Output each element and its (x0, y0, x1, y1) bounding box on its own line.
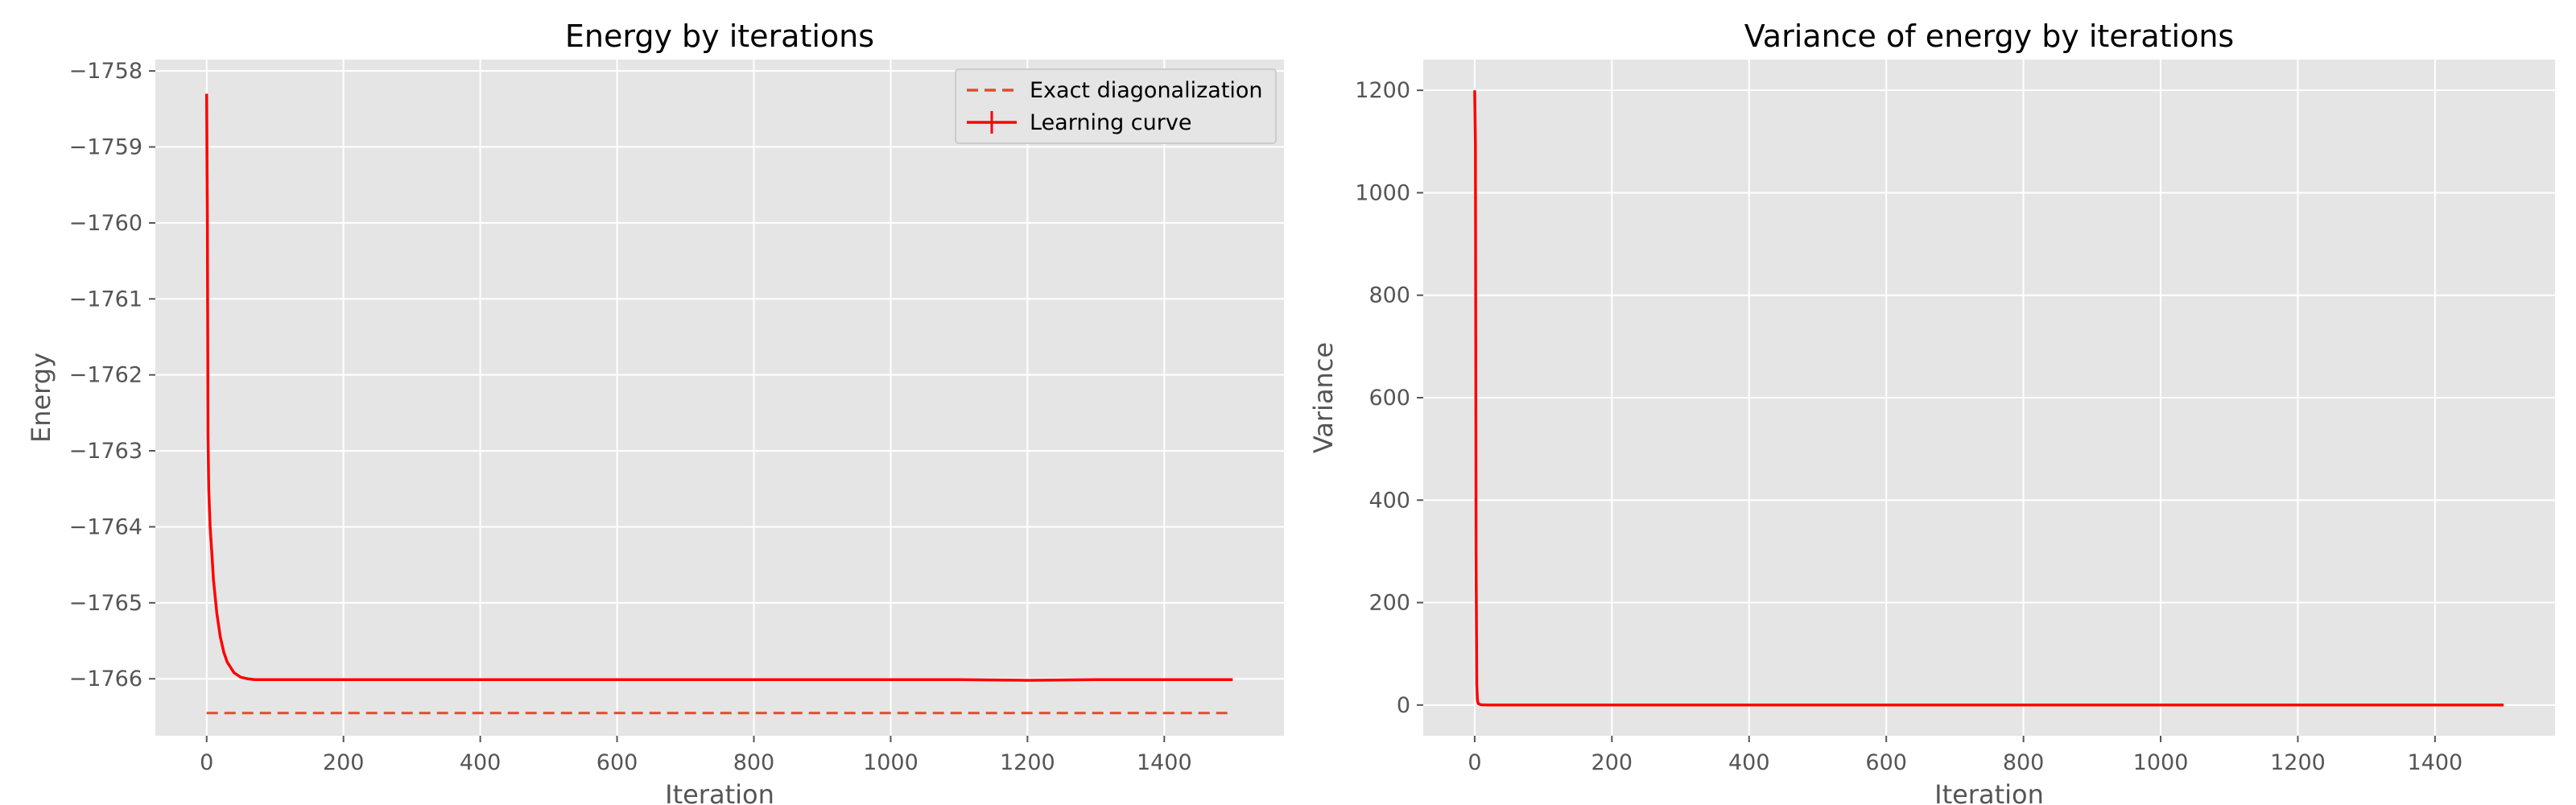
series-line-0 (1473, 90, 2504, 707)
x-axis-label: Iteration (665, 779, 774, 805)
y-tick-label: −1763 (69, 439, 142, 464)
chart-title: Energy by iterations (565, 19, 874, 54)
energy-chart: 0 200 400 600 800 1000 1200 1400 −1766 −1765 −1764… (26, 19, 1284, 805)
x-axis-label: Iteration (1934, 779, 2044, 805)
legend: Exact diagonalization Learning curve (955, 68, 1277, 144)
y-tick-label: 400 (1368, 488, 1410, 513)
y-tick-label: −1766 (69, 667, 142, 691)
y-axis-label: Variance (1308, 342, 1339, 453)
legend-box (955, 68, 1277, 144)
x-tick-label: 1200 (2270, 750, 2326, 775)
x-tick-label: 600 (597, 750, 638, 775)
y-tick-label: 1000 (1355, 180, 1410, 205)
learning-curve-line (204, 93, 1233, 682)
y-tick-label: 0 (1397, 693, 1410, 718)
chart-title: Variance of energy by iterations (1744, 19, 2234, 54)
x-tick-label: 1400 (1137, 750, 1192, 775)
legend-label: Learning curve (1030, 110, 1191, 135)
y-tick-label: 600 (1368, 386, 1410, 411)
x-tick-label: 200 (323, 750, 365, 775)
legend-label: Exact diagonalization (1030, 78, 1263, 103)
y-tick-label: −1761 (69, 287, 142, 312)
x-tick-label: 800 (2003, 750, 2045, 775)
x-tick-label: 0 (200, 750, 213, 775)
x-tick-label: 800 (733, 750, 775, 775)
y-tick-label: −1762 (69, 363, 142, 388)
x-tick-label: 1200 (1000, 750, 1055, 775)
y-tick-label: −1764 (69, 514, 142, 539)
y-tick-label: −1758 (69, 59, 142, 84)
x-tick-label: 1000 (2133, 750, 2189, 775)
x-tick-label: 400 (1728, 750, 1770, 775)
y-tick-label: −1759 (69, 135, 142, 160)
y-tick-label: 1200 (1355, 78, 1410, 103)
x-tick-label: 1000 (863, 750, 919, 775)
variance-chart: 0 200 400 600 800 1000 1200 1400 0 200 400 600 800 10… (1308, 19, 2555, 805)
x-tick-label: 1400 (2408, 750, 2463, 775)
x-tick-label: 0 (1468, 750, 1481, 775)
plot-background (155, 60, 1284, 736)
y-axis-label: Energy (26, 353, 56, 443)
x-tick-label: 200 (1591, 750, 1633, 775)
x-tick-label: 400 (460, 750, 502, 775)
y-tick-label: −1760 (69, 211, 142, 236)
y-tick-label: 800 (1368, 283, 1410, 308)
x-tick-label: 600 (1865, 750, 1907, 775)
y-tick-label: −1765 (69, 591, 142, 616)
y-tick-label: 200 (1368, 591, 1410, 616)
